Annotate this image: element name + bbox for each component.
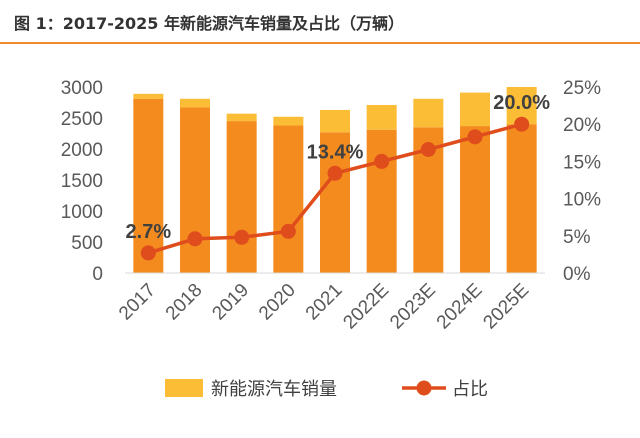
legend-swatch-bar: [165, 379, 203, 397]
bar-base-2024E: [460, 126, 490, 273]
y-right-tick: 15%: [563, 152, 601, 173]
legend-label-line: 占比: [452, 379, 488, 400]
bar-base-2021: [320, 132, 350, 273]
share-point-2022E: [374, 153, 390, 169]
y-right-tick: 25%: [563, 78, 601, 99]
y-right-tick: 0%: [563, 264, 591, 285]
bar-new-energy-2019: [226, 113, 257, 122]
y-left-tick: 0: [92, 264, 103, 285]
legend-swatch-marker: [416, 380, 432, 396]
legend-label-bar: 新能源汽车销量: [211, 379, 337, 400]
bar-base-2020: [273, 125, 304, 273]
bar-new-energy-2017: [133, 93, 164, 99]
x-tick-2017: 2017: [115, 280, 160, 325]
x-tick-2020: 2020: [255, 280, 300, 325]
share-point-2025E: [514, 116, 530, 132]
y-right-tick: 20%: [563, 115, 601, 136]
y-left-tick: 500: [71, 233, 103, 254]
page-title: 图 1：2017-2025 年新能源汽车销量及占比（万辆）: [14, 14, 404, 33]
bar-new-energy-2024E: [460, 92, 490, 127]
bar-new-energy-2023E: [413, 98, 444, 128]
share-point-2021: [327, 165, 343, 181]
x-tick-2022E: 2022E: [339, 280, 393, 334]
data-label-2025E: 20.0%: [493, 92, 550, 114]
share-point-2023E: [420, 141, 436, 157]
bar-base-2025E: [506, 124, 537, 273]
x-tick-2024E: 2024E: [433, 280, 487, 334]
share-point-2019: [234, 229, 250, 245]
y-right-tick: 10%: [563, 190, 601, 211]
y-left-tick: 1000: [61, 202, 103, 223]
bar-new-energy-2018: [180, 98, 210, 108]
bar-base-2017: [133, 98, 164, 273]
bars-layer: [133, 87, 537, 274]
y-left-tick: 2000: [61, 140, 103, 161]
y-left-tick: 3000: [61, 78, 103, 99]
line-layer: 2.7% 13.4% 20.0%: [126, 92, 550, 261]
share-point-2018: [187, 231, 203, 247]
bar-new-energy-2022E: [366, 104, 397, 130]
share-point-2024E: [467, 129, 483, 145]
bar-base-2022E: [366, 129, 397, 273]
legend: 新能源汽车销量 占比: [165, 379, 488, 400]
x-tick-2025E: 2025E: [479, 280, 533, 334]
data-label-2021: 13.4%: [307, 141, 364, 163]
x-tick-2018: 2018: [162, 280, 207, 325]
bar-base-2019: [226, 121, 257, 273]
share-point-2020: [280, 223, 296, 239]
bar-new-energy-2021: [320, 109, 350, 133]
y-left-tick: 2500: [61, 109, 103, 130]
y-right-tick: 5%: [563, 227, 591, 248]
x-tick-2023E: 2023E: [386, 280, 440, 334]
bar-new-energy-2020: [273, 116, 304, 126]
data-label-2017: 2.7%: [126, 221, 172, 243]
title-divider: [0, 42, 640, 44]
share-point-2017: [140, 245, 156, 261]
bar-base-2018: [180, 107, 210, 274]
y-left-tick: 1500: [61, 171, 103, 192]
x-tick-2019: 2019: [208, 280, 253, 325]
